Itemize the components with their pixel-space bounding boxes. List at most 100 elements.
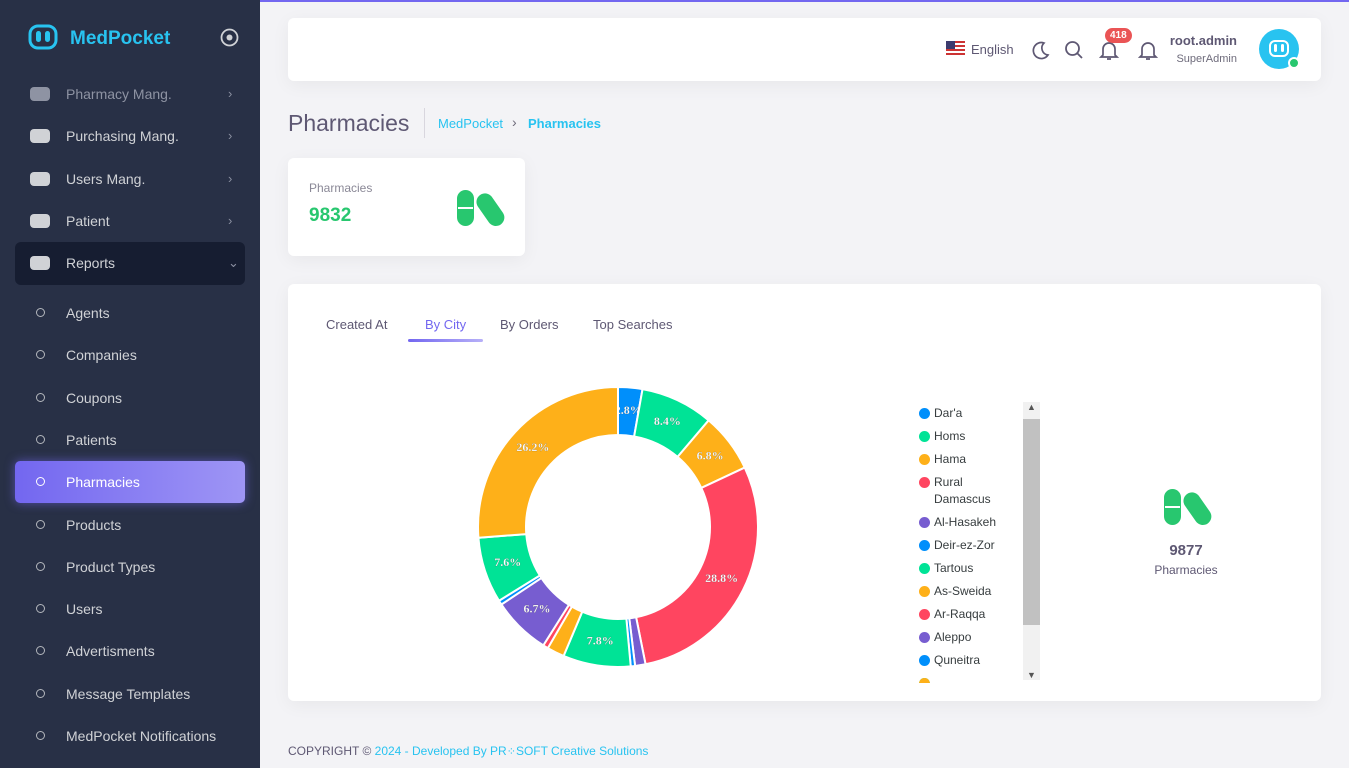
breadcrumb-link[interactable]: MedPocket (438, 116, 504, 131)
submenu-item[interactable]: Companies (66, 347, 137, 364)
pill-icon (457, 190, 505, 226)
user-role: SuperAdmin (1176, 53, 1237, 65)
submenu-dot (36, 350, 45, 360)
scrollbar-thumb[interactable] (1023, 419, 1040, 625)
legend-item[interactable]: Homs (918, 428, 1018, 445)
donut-chart: 2.8% 8.4% 6.8% 28.8% 7.8% 6.7% 7.6% 26.2% (477, 385, 759, 668)
submenu-item[interactable]: Patients (66, 431, 117, 448)
sidebar: MedPocket Pharmacy Mang. › Purchasing Mang… (0, 0, 260, 768)
legend-marker (919, 408, 930, 419)
submenu-item[interactable]: Message Templates (66, 685, 191, 702)
menu-chevron: › (228, 86, 233, 101)
submenu-item[interactable]: Products (66, 516, 122, 533)
submenu-dot (36, 646, 45, 656)
scrollbar[interactable]: ▲ ▼ (1023, 402, 1040, 680)
donut-slice (477, 385, 619, 539)
bell-icon[interactable] (1138, 40, 1158, 61)
legend-item[interactable]: Tartous (918, 560, 1018, 577)
menu-item[interactable]: Reports (66, 255, 116, 271)
summary-icon (1164, 489, 1212, 525)
submenu-item[interactable]: MedPocket Notifications (66, 728, 217, 744)
submenu-item[interactable]: Advertisments (66, 643, 155, 660)
menu-icon (28, 126, 54, 146)
submenu-item[interactable]: Users (66, 601, 103, 618)
submenu-dot (36, 688, 45, 698)
legend-marker (919, 632, 930, 643)
legend-marker (919, 678, 930, 683)
legend-label: Al-Hasakeh (934, 515, 997, 529)
slice-label: 6.7% (523, 602, 550, 616)
legend-item[interactable]: Rural Damascus (918, 474, 1018, 508)
submenu-item[interactable]: Agents (66, 305, 110, 321)
slice-label: 26.2% (516, 440, 549, 454)
submenu-dot (36, 519, 45, 529)
legend-item[interactable]: Aleppo (918, 629, 1018, 646)
legend-item[interactable]: Hama (918, 451, 1018, 468)
notification-icon[interactable] (1099, 40, 1119, 61)
legend-item[interactable]: Deir-ez-Zor (918, 537, 1018, 554)
footer-logo: ⁘ (506, 746, 516, 758)
legend-marker (919, 540, 930, 551)
tab[interactable]: By Orders (500, 317, 559, 332)
legend-label: Ar-Raqqa (934, 607, 986, 621)
legend-label: Homs (934, 429, 966, 443)
menu-item[interactable]: Pharmacy Mang. (66, 86, 172, 102)
submenu-item[interactable]: Pharmacies (66, 474, 140, 491)
submenu-dot (36, 308, 45, 317)
menu-icon (28, 84, 54, 104)
tab[interactable]: By City (425, 317, 467, 332)
legend-item[interactable]: Al-Hasakeh (918, 514, 1018, 531)
tab[interactable]: Top Searches (593, 317, 673, 332)
summary-value: 9877 (1169, 542, 1203, 559)
submenu-dot (36, 477, 45, 487)
slice-label: 2.8% (615, 403, 642, 417)
scroll-down[interactable]: ▼ (1027, 670, 1036, 680)
copyright: COPYRIGHT © (288, 744, 372, 758)
menu-icon (28, 211, 54, 231)
flag-icon (946, 41, 965, 55)
divider (424, 108, 425, 138)
user-name: root.admin (1169, 33, 1237, 48)
menu-item[interactable]: Purchasing Mang. (66, 128, 179, 144)
submenu-dot (36, 604, 45, 614)
breadcrumb-separator: › (512, 114, 517, 130)
submenu-item[interactable]: Product Types (66, 558, 156, 575)
search-icon[interactable] (1064, 40, 1084, 60)
menu-icon (28, 169, 54, 189)
active-menu-bg (15, 242, 245, 285)
submenu-dot (36, 561, 45, 571)
legend-marker (919, 477, 930, 488)
legend-item[interactable]: As-Sweida (918, 583, 1018, 600)
top-border (260, 0, 1349, 2)
language[interactable]: English (971, 42, 1014, 57)
theme-toggle[interactable] (1030, 40, 1050, 60)
active-submenu-bg (15, 461, 245, 503)
submenu-item[interactable]: Coupons (66, 389, 123, 406)
developed: 2024 - Developed By PR (374, 744, 507, 758)
slice-label: 7.8% (587, 633, 614, 647)
collapse-toggle[interactable] (220, 28, 239, 47)
tab[interactable]: Created At (326, 317, 388, 332)
scroll-up[interactable]: ▲ (1027, 402, 1036, 412)
legend-marker (919, 454, 930, 465)
stat-value: 9832 (309, 205, 352, 226)
menu-chevron: ⌄ (228, 255, 239, 270)
brand-logo (28, 24, 58, 50)
legend-marker (919, 586, 930, 597)
menu-item[interactable]: Patient (66, 213, 110, 229)
menu-item[interactable]: Users Mang. (66, 171, 146, 187)
legend-label: Dar'a (934, 406, 963, 420)
legend-item[interactable]: Ar-Raqqa (918, 606, 1018, 623)
legend-item[interactable]: Quneitra (918, 652, 1018, 669)
tab-underline (408, 339, 483, 342)
legend-label: Aleppo (934, 630, 972, 644)
legend-marker (919, 517, 930, 528)
legend-marker (919, 655, 930, 666)
avatar[interactable] (1259, 29, 1301, 71)
page-title: Pharmacies (288, 110, 410, 136)
company[interactable]: SOFT Creative Solutions (515, 744, 649, 758)
legend-item[interactable]: Dar'a (918, 405, 1018, 422)
footer: COPYRIGHT © 2024 - Developed By PR⁘SOFT … (288, 744, 648, 758)
slice-label: 7.6% (494, 555, 521, 569)
